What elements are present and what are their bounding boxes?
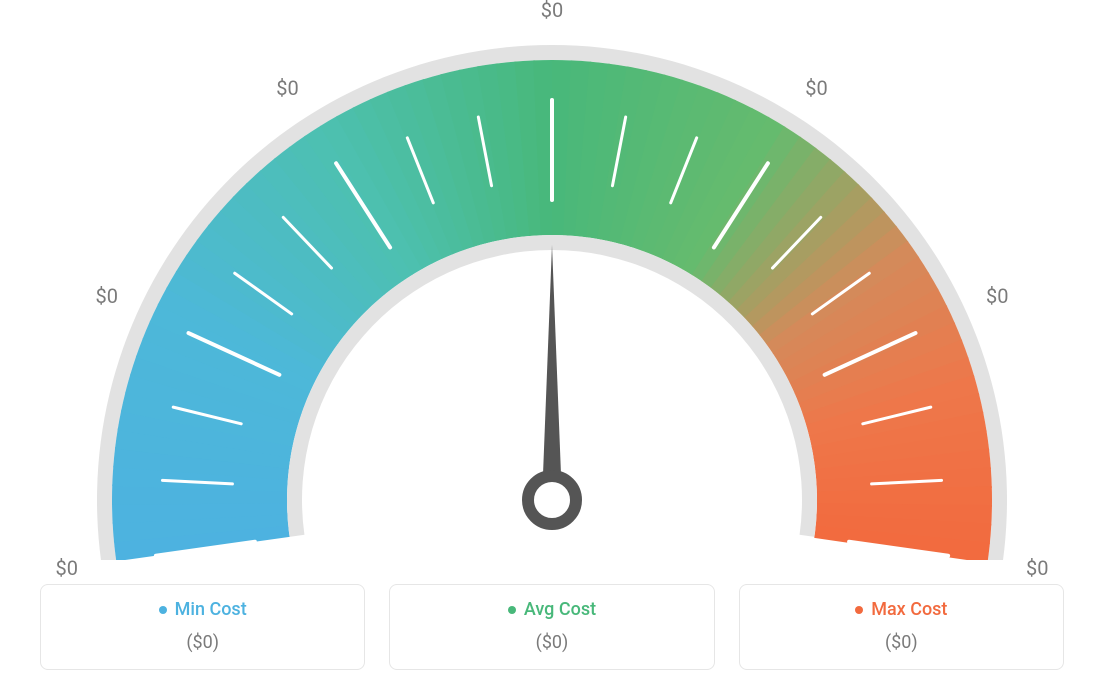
legend-label-min: Min Cost [175,599,247,620]
gauge-chart: $0$0$0$0$0$0$0 [0,0,1104,560]
gauge-tick-label: $0 [276,76,298,100]
legend-card-max: Max Cost ($0) [739,584,1064,671]
legend-value-max: ($0) [740,632,1063,653]
legend-dot-min [159,606,167,614]
legend-label-max: Max Cost [871,599,947,620]
legend-value-avg: ($0) [390,632,713,653]
gauge-tick-label: $0 [541,0,563,22]
gauge-tick-label: $0 [1026,556,1048,580]
legend-card-avg: Avg Cost ($0) [389,584,714,671]
gauge-tick-label: $0 [805,76,827,100]
legend-dot-max [855,606,863,614]
gauge-tick-label: $0 [56,556,78,580]
gauge-svg [0,0,1104,560]
legend-card-min: Min Cost ($0) [40,584,365,671]
legend-value-min: ($0) [41,632,364,653]
legend-row: Min Cost ($0) Avg Cost ($0) Max Cost ($0… [40,584,1064,671]
legend-label-avg: Avg Cost [524,599,596,620]
gauge-tick-label: $0 [986,284,1008,308]
legend-dot-avg [508,606,516,614]
gauge-tick-label: $0 [95,284,117,308]
